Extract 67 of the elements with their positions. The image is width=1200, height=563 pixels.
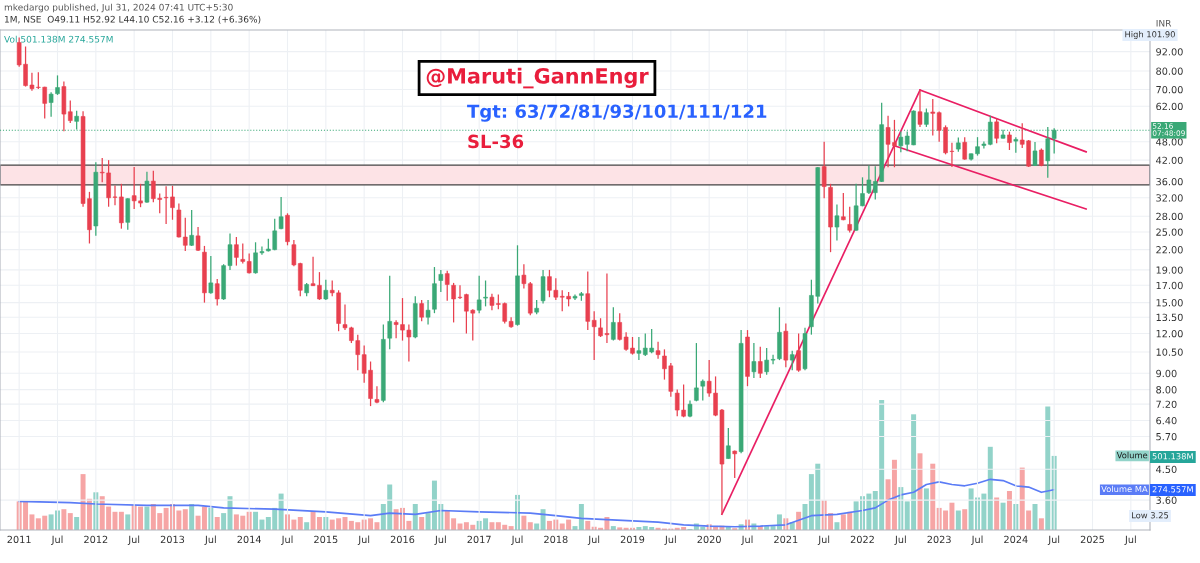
y-tick-label: 36.00 xyxy=(1156,177,1183,186)
y-tick-label: 25.00 xyxy=(1156,228,1183,236)
y-tick-label: 13.50 xyxy=(1156,313,1183,322)
x-tick-label: Jul xyxy=(281,535,293,545)
text: mkedargo published, Jul 31, 2024 07:41 UTC+5:30 xyxy=(4,3,233,13)
x-tick-label: 2022 xyxy=(850,535,874,544)
x-tick-label: 2012 xyxy=(84,535,108,544)
x-tick-label: 2014 xyxy=(237,535,261,544)
x-tick-label: Jul xyxy=(1047,535,1060,545)
text: 501.138M xyxy=(1152,453,1193,460)
x-tick-label: 2016 xyxy=(390,535,415,544)
y-tick-label: 9.00 xyxy=(1156,369,1177,378)
x-tick-label: Jul xyxy=(894,535,906,545)
y-axis-title: INR xyxy=(1156,20,1172,27)
x-tick-label: Jul xyxy=(434,535,446,545)
x-tick-label: Jul xyxy=(51,535,63,545)
y-tick-label: 7.20 xyxy=(1156,400,1177,409)
y-tick-label: 3.60 xyxy=(1156,496,1177,504)
y-tick-label: 4.50 xyxy=(1156,465,1177,474)
x-tick-label: Jul xyxy=(587,535,600,545)
y-tick-label: 70.00 xyxy=(1156,85,1183,94)
y-tick-label: 6.40 xyxy=(1156,416,1177,425)
text: 274.557M xyxy=(1152,486,1193,493)
x-tick-label: Jul xyxy=(741,535,753,545)
x-tick-label: Jul xyxy=(817,535,830,545)
y-tick-label: 62.00 xyxy=(1156,102,1183,111)
x-tick-label: Jul xyxy=(127,535,140,545)
y-tick-label: 12.00 xyxy=(1156,329,1183,338)
x-tick-label: 2011 xyxy=(7,535,31,544)
y-tick-label: 28.00 xyxy=(1156,212,1183,221)
annotation: @Maruti_GannEngr xyxy=(426,67,649,89)
x-tick-label: 2015 xyxy=(314,535,338,544)
y-tick-label: 92.00 xyxy=(1156,48,1183,56)
x-tick-label: 2017 xyxy=(467,535,491,544)
annotation: Vol 501.138M 274.557M xyxy=(4,35,113,43)
x-tick-label: Jul xyxy=(204,535,216,545)
x-tick-label: Jul xyxy=(664,535,676,545)
y-tick-label: 5.70 xyxy=(1156,432,1177,441)
text: Volume MA xyxy=(1101,485,1148,493)
y-tick-label: 80.00 xyxy=(1156,67,1183,75)
y-tick-label: 15.00 xyxy=(1156,299,1183,307)
y-tick-label: 19.00 xyxy=(1156,266,1183,274)
y-tick-label: 10.50 xyxy=(1156,348,1183,356)
x-tick-label: 2023 xyxy=(927,535,951,544)
annotation: Tgt: 63/72/81/93/101/111/121 xyxy=(467,104,767,122)
x-tick-label: 2020 xyxy=(697,535,721,544)
x-tick-label: 2013 xyxy=(160,535,185,544)
y-tick-label: 48.00 xyxy=(1156,138,1183,146)
x-tick-label: 2025 xyxy=(1080,535,1105,544)
x-tick-label: 2024 xyxy=(1004,535,1028,544)
x-tick-label: 2019 xyxy=(620,535,645,544)
y-tick-label: 8.00 xyxy=(1156,386,1177,394)
annotation: SL-36 xyxy=(468,134,524,149)
x-tick-label: 2018 xyxy=(544,535,568,544)
x-tick-label: Jul xyxy=(511,535,523,545)
y-tick-label: 17.00 xyxy=(1156,281,1183,290)
y-tick-label: 42.00 xyxy=(1156,156,1183,164)
y-tick-label: 22.00 xyxy=(1156,246,1183,254)
annotation: Low 3.25 xyxy=(1132,512,1169,519)
x-tick-label: Jul xyxy=(1124,535,1136,545)
x-tick-label: 2021 xyxy=(774,535,798,544)
text: Volume xyxy=(1116,451,1148,459)
annotation: High 101.90 xyxy=(1125,30,1175,40)
x-tick-label: Jul xyxy=(971,535,983,545)
x-tick-label: Jul xyxy=(357,535,370,545)
y-tick-label: 32.00 xyxy=(1156,194,1183,202)
text: 1M, NSE O49.11 H52.92 L44.10 C52.16 +3.12 (+6.36%) xyxy=(4,15,261,24)
